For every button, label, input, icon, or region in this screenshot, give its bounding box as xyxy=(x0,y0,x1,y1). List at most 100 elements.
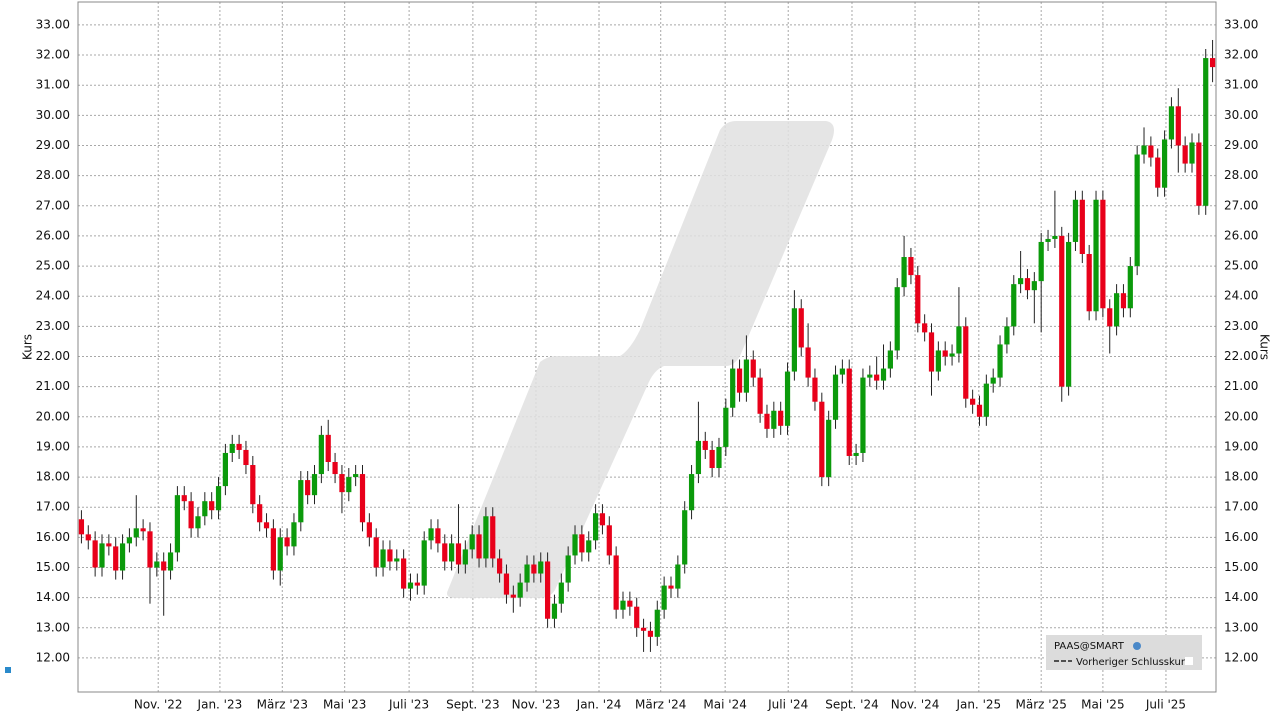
y2-tick-label: 15.00 xyxy=(1224,560,1258,574)
candle-body xyxy=(880,368,887,381)
candle-body xyxy=(1100,199,1106,309)
candle-body xyxy=(1052,235,1058,239)
candle-body xyxy=(154,561,160,568)
candle-body xyxy=(572,534,578,556)
candle-body xyxy=(167,552,174,571)
candle-body xyxy=(730,368,736,408)
y2-tick-label: 31.00 xyxy=(1224,78,1258,92)
candle-body xyxy=(894,287,900,351)
candle-body xyxy=(1059,235,1065,387)
candle-body xyxy=(743,359,750,393)
candle-body xyxy=(209,501,215,511)
candle-body xyxy=(133,528,139,538)
x-tick-label: Jan. '23 xyxy=(197,698,243,712)
y-tick-label: 33.00 xyxy=(36,17,70,31)
candle-body xyxy=(1113,293,1120,327)
x-tick-label: Juli '24 xyxy=(767,698,808,712)
y-tick-label: 32.00 xyxy=(36,48,70,62)
candle-body xyxy=(298,480,304,523)
legend-swatch xyxy=(1185,657,1193,665)
x-tick-label: Sept. '24 xyxy=(825,698,879,712)
candle-body xyxy=(750,359,756,378)
candle-body xyxy=(860,377,866,453)
candle-body xyxy=(106,543,112,547)
candle-body xyxy=(85,534,91,541)
candle-body xyxy=(1134,154,1140,267)
y-tick-label: 25.00 xyxy=(36,259,70,273)
y-tick-label: 16.00 xyxy=(36,530,70,544)
candle-body xyxy=(353,474,359,478)
candle-body xyxy=(901,257,907,288)
candle-body xyxy=(1209,58,1216,68)
candle-body xyxy=(805,347,811,378)
x-tick-label: Nov. '22 xyxy=(134,698,183,712)
candle-body xyxy=(1168,106,1175,140)
candle-body xyxy=(853,452,859,456)
candle-body xyxy=(812,377,818,402)
candle-body xyxy=(524,564,530,583)
candle-body xyxy=(1127,266,1133,309)
candle-body xyxy=(366,522,372,538)
candle-body xyxy=(1086,254,1092,312)
candle-body xyxy=(915,275,921,324)
candle-body xyxy=(970,398,976,405)
candle-body xyxy=(627,600,633,607)
y-tick-label: 31.00 xyxy=(36,78,70,92)
candle-body xyxy=(668,585,674,589)
y2-axis-label: Kurs xyxy=(1258,334,1272,360)
candle-body xyxy=(318,434,324,475)
candle-body xyxy=(778,410,784,426)
y2-tick-label: 13.00 xyxy=(1224,620,1258,634)
candle-body xyxy=(394,558,400,562)
candle-body xyxy=(620,600,626,610)
x-tick-label: Juli '23 xyxy=(388,698,429,712)
candle-body xyxy=(990,377,996,384)
candle-body xyxy=(682,510,688,565)
x-tick-label: Sept. '23 xyxy=(446,698,500,712)
candle-body xyxy=(325,434,331,462)
candle-body xyxy=(373,537,379,568)
y-tick-label: 28.00 xyxy=(36,168,70,182)
candle-body xyxy=(346,477,352,493)
y2-tick-label: 33.00 xyxy=(1224,17,1258,31)
y2-tick-label: 30.00 xyxy=(1224,108,1258,122)
y-tick-label: 13.00 xyxy=(36,620,70,634)
candle-body xyxy=(1004,326,1010,345)
y-tick-label: 15.00 xyxy=(36,560,70,574)
candle-body xyxy=(887,350,893,369)
candle-body xyxy=(291,522,297,547)
candle-body xyxy=(490,516,496,559)
candle-body xyxy=(551,603,558,619)
candle-body xyxy=(257,504,263,523)
plot-frame xyxy=(77,1,1217,693)
x-tick-label: Mai '24 xyxy=(703,698,746,712)
candle-body xyxy=(606,525,612,556)
y2-tick-label: 17.00 xyxy=(1224,500,1258,514)
y2-tick-label: 21.00 xyxy=(1224,379,1258,393)
candle-body xyxy=(695,440,702,475)
y-axis-label: Kurs xyxy=(21,334,35,360)
candle-body xyxy=(435,528,441,544)
x-tick-label: März '25 xyxy=(1016,698,1067,712)
candle-body xyxy=(1024,278,1031,291)
candle-body xyxy=(339,474,345,493)
candle-body xyxy=(243,449,249,466)
candle-body xyxy=(839,368,845,375)
candle-body xyxy=(202,501,208,517)
candle-body xyxy=(476,534,482,559)
y-tick-label: 26.00 xyxy=(36,228,70,242)
candle-body xyxy=(613,555,619,610)
legend-icon xyxy=(1133,642,1141,650)
y2-tick-label: 18.00 xyxy=(1224,470,1258,484)
candle-body xyxy=(654,609,660,637)
candle-body xyxy=(421,540,427,586)
y-tick-label: 17.00 xyxy=(36,500,70,514)
candle-body xyxy=(270,528,276,571)
y-tick-label: 22.00 xyxy=(36,349,70,363)
candle-body xyxy=(647,630,654,637)
candle-body xyxy=(311,474,318,496)
candle-body xyxy=(826,419,832,478)
candle-body xyxy=(119,543,126,571)
y-tick-label: 29.00 xyxy=(36,138,70,152)
candle-body xyxy=(503,573,510,595)
